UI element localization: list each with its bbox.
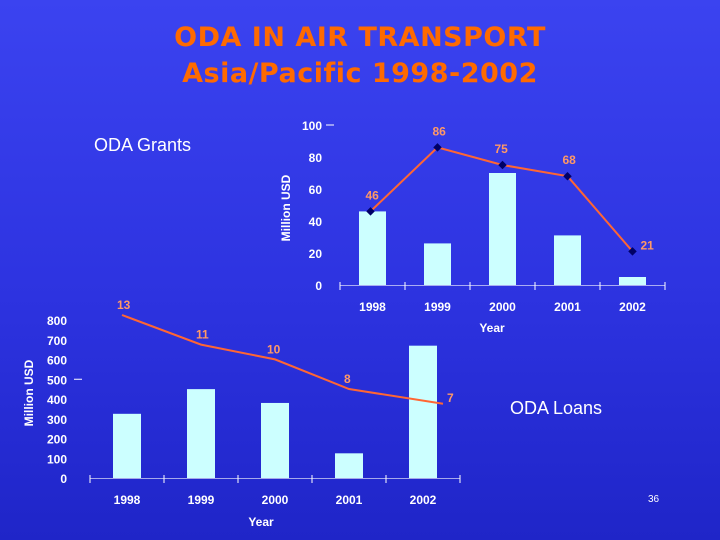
loans-y-tick-label: 300 (47, 413, 67, 427)
loans-y-tick-label: 0 (60, 472, 67, 486)
loans-data-label: 11 (196, 328, 209, 342)
grants-x-tick-label: 1999 (424, 300, 451, 314)
grants-x-tick-label: 2002 (619, 300, 646, 314)
loans-x-tick-label: 1998 (114, 493, 141, 507)
grants-x-tick-label: 2000 (489, 300, 516, 314)
grants-line-marker (366, 207, 375, 216)
loans-bar (261, 402, 289, 478)
grants-x-tick-label: 1998 (359, 300, 386, 314)
grants-data-label: 21 (641, 238, 655, 252)
loans-y-tick-label: 200 (47, 433, 67, 447)
loans-y-tick-label: 500 (47, 373, 67, 387)
grants-bar (554, 235, 581, 285)
grants-data-label: 46 (366, 188, 380, 202)
grants-y-tick-label: 40 (309, 215, 323, 229)
loans-y-tick-label: 100 (47, 452, 67, 466)
grants-y-axis-label: Million USD (279, 174, 293, 241)
loans-x-tick-label: 2002 (410, 493, 437, 507)
loans-y-tick-label: 700 (47, 334, 67, 348)
grants-data-label: 68 (563, 153, 577, 167)
loans-y-tick-label: 400 (47, 393, 67, 407)
grants-chart-title: ODA Grants (94, 135, 192, 155)
slide-number: 36 (648, 494, 660, 505)
loans-y-tick-label: 600 (47, 354, 67, 368)
loans-x-tick-label: 2001 (336, 493, 363, 507)
loans-bar (335, 453, 363, 478)
loans-x-tick-label: 2000 (262, 493, 289, 507)
slide-subtitle: Asia/Pacific 1998-2002 (182, 58, 538, 89)
grants-line-marker (433, 143, 442, 152)
loans-bar (187, 389, 215, 478)
loans-data-label: 8 (344, 372, 351, 386)
loans-bar (409, 345, 437, 478)
grants-y-tick-label: 80 (309, 151, 323, 165)
loans-x-axis-label: Year (248, 515, 274, 529)
loans-y-axis-label: Million USD (22, 359, 36, 426)
loans-data-label: 10 (267, 342, 281, 356)
grants-data-label: 75 (495, 142, 509, 156)
loans-line-series (121, 314, 444, 405)
grants-y-tick-label: 0 (315, 279, 322, 293)
grants-y-tick-label: 60 (309, 183, 323, 197)
loans-y-tick-label: 800 (47, 314, 67, 328)
grants-bar (619, 277, 646, 285)
grants-bar (424, 243, 451, 285)
loans-bar (113, 413, 141, 478)
loans-x-tick-label: 1999 (188, 493, 215, 507)
grants-bar (359, 211, 386, 285)
grants-data-label: 86 (433, 124, 447, 138)
loans-chart-title: ODA Loans (510, 398, 603, 418)
grants-y-tick-label: 20 (309, 247, 323, 261)
grants-x-axis-label: Year (479, 321, 505, 335)
loans-data-label: 7 (447, 391, 454, 405)
loans-data-label: 13 (117, 298, 131, 312)
grants-bar (489, 173, 516, 285)
grants-y-tick-label: 100 (302, 119, 322, 133)
grants-x-tick-label: 2001 (554, 300, 581, 314)
grants-line-marker (498, 160, 507, 170)
slide-title: ODA IN AIR TRANSPORT (174, 22, 546, 53)
